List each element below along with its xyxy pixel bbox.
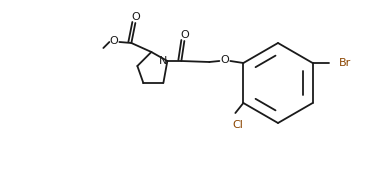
Text: O: O [220,55,229,65]
Text: Cl: Cl [232,120,243,130]
Text: O: O [131,12,140,22]
Text: O: O [109,36,118,46]
Text: N: N [159,56,168,66]
Text: Br: Br [338,58,351,68]
Text: O: O [180,30,189,40]
